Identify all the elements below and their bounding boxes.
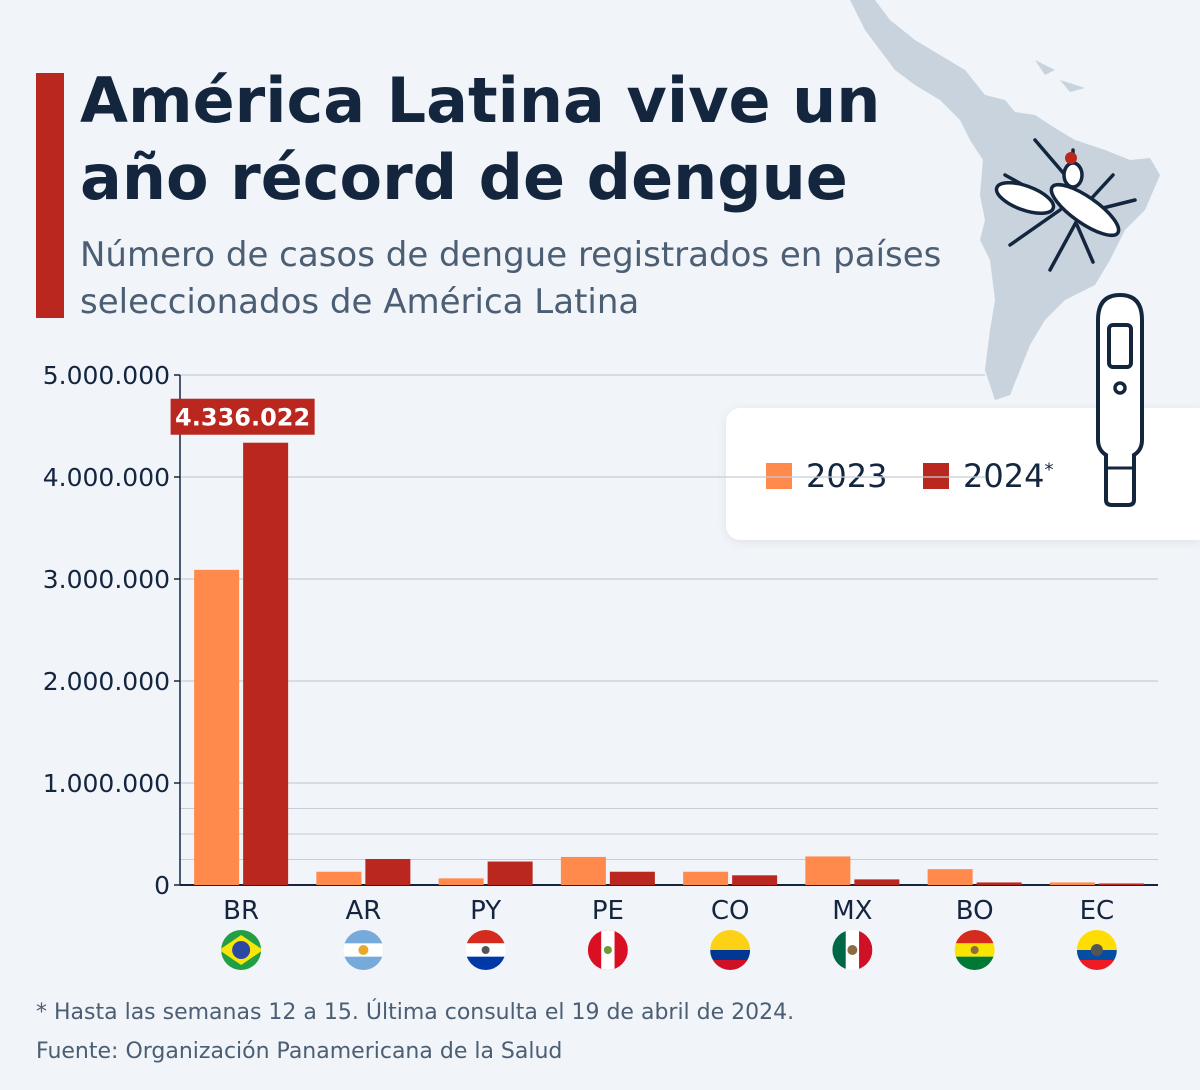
paraguay-flag-icon xyxy=(465,930,506,970)
thermometer-icon xyxy=(1096,292,1144,507)
colombia-flag-icon xyxy=(710,930,751,970)
bar-bo-2023 xyxy=(927,869,973,885)
x-tick-label: BR xyxy=(223,896,259,926)
bar-ar-2023 xyxy=(316,871,362,885)
x-tick-label: MX xyxy=(832,896,872,926)
y-tick-label: 2.000.000 xyxy=(43,667,170,696)
bar-bo-2024 xyxy=(976,882,1022,885)
argentina-flag-icon xyxy=(343,930,384,970)
x-tick-label: CO xyxy=(711,896,750,926)
x-tick-label: EC xyxy=(1080,896,1115,926)
page-subtitle: Número de casos de dengue registrados en… xyxy=(80,235,942,322)
bar-chart: 0 1.000.000 2.000.000 3.000.000 4.000.000 5.0… xyxy=(43,361,1158,970)
bar-py-2023 xyxy=(438,878,484,885)
page-title: América Latina vive un año récord de den… xyxy=(80,64,881,214)
y-tick-label: 5.000.000 xyxy=(43,361,170,390)
bar-br-2024 xyxy=(243,442,289,885)
title-accent-bar xyxy=(36,73,64,318)
data-label-box xyxy=(170,398,315,435)
y-tick-label: 4.000.000 xyxy=(43,463,170,492)
bar-br-2023 xyxy=(194,569,240,885)
legend-swatch-2023 xyxy=(766,463,792,489)
mexico-flag-icon xyxy=(832,930,873,970)
x-tick-label: PY xyxy=(470,896,501,926)
bar-ar-2024 xyxy=(365,858,411,885)
x-tick-label: AR xyxy=(345,896,381,926)
brazil-flag-icon xyxy=(221,930,262,970)
bar-co-2024 xyxy=(732,875,778,885)
y-tick-label: 1.000.000 xyxy=(43,769,170,798)
x-tick-label: BO xyxy=(956,896,994,926)
legend-label-2024: 2024* xyxy=(963,457,1054,495)
bar-py-2024 xyxy=(487,861,533,885)
y-tick-label: 3.000.000 xyxy=(43,565,170,594)
data-label: 4.336.022 xyxy=(175,404,310,432)
bar-mx-2023 xyxy=(805,856,851,885)
bar-pe-2023 xyxy=(560,856,606,885)
south-america-map-icon xyxy=(850,0,1160,400)
x-tick-label: PE xyxy=(592,896,624,926)
legend-label-2023: 2023 xyxy=(806,457,888,495)
bar-pe-2024 xyxy=(609,871,655,885)
ecuador-flag-icon xyxy=(1076,930,1117,970)
legend-asterisk: * xyxy=(1044,459,1054,481)
y-tick-label: 0 xyxy=(154,871,170,900)
legend-item-2023: 2023 xyxy=(766,457,887,495)
bar-co-2023 xyxy=(683,871,729,885)
legend-swatch-2024 xyxy=(923,463,949,489)
bolivia-flag-icon xyxy=(954,930,995,970)
footnote: * Hasta las semanas 12 a 15. Última cons… xyxy=(36,1000,795,1025)
source-note: Fuente: Organización Panamericana de la … xyxy=(36,1039,563,1064)
legend-item-2024: 2024* xyxy=(923,457,1053,495)
bar-ec-2023 xyxy=(1049,882,1095,885)
bar-ec-2024 xyxy=(1098,883,1144,885)
peru-flag-icon xyxy=(587,930,628,970)
bar-mx-2024 xyxy=(854,879,900,885)
